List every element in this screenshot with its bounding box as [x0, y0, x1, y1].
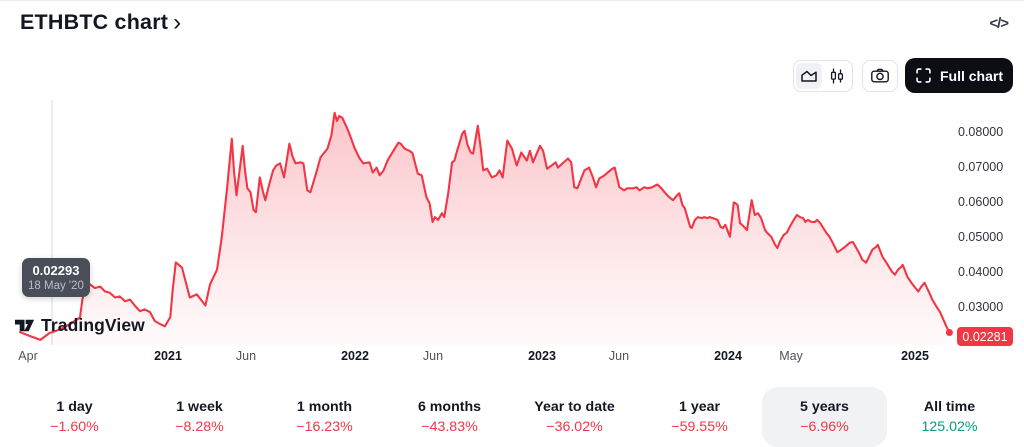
- last-price-badge: 0.02281: [957, 327, 1013, 346]
- chevron-right-icon: ›: [173, 9, 182, 36]
- range-stat-1-month[interactable]: 1 month −16.23%: [262, 387, 387, 447]
- range-change-value: −36.02%: [546, 419, 603, 435]
- crosshair-tooltip: 0.02293 18 May '20: [22, 258, 90, 297]
- range-stat-1-week[interactable]: 1 week −8.28%: [137, 387, 262, 447]
- y-axis-label: 0.05000: [958, 230, 1004, 244]
- range-change-value: −43.83%: [421, 419, 478, 435]
- tradingview-logo-icon: [14, 319, 35, 332]
- tooltip-date: 18 May '20: [28, 279, 84, 292]
- range-label: 6 months: [417, 399, 482, 415]
- full-chart-label: Full chart: [939, 67, 1003, 84]
- range-label: Year to date: [534, 399, 615, 415]
- range-change-value: −59.55%: [671, 419, 728, 435]
- area-chart-button[interactable]: [796, 63, 822, 89]
- area-fill: [20, 112, 950, 345]
- candlestick-chart-button[interactable]: [824, 63, 850, 89]
- candlestick-icon: [830, 68, 844, 84]
- fullscreen-icon: [916, 68, 931, 83]
- tooltip-price: 0.02293: [32, 262, 80, 278]
- range-label: All time: [923, 399, 976, 415]
- x-axis-label: Jun: [235, 349, 257, 363]
- range-label: 1 year: [678, 399, 721, 415]
- y-axis-label: 0.08000: [958, 125, 1004, 139]
- price-line: [19, 111, 951, 341]
- range-stat-year-to-date[interactable]: Year to date −36.02%: [512, 387, 637, 447]
- embed-code-icon[interactable]: </>: [989, 15, 1009, 32]
- range-stat-1-day[interactable]: 1 day −1.60%: [12, 387, 137, 447]
- x-axis-label: 2025: [901, 349, 929, 363]
- tradingview-watermark[interactable]: TradingView: [14, 315, 145, 336]
- range-stats-row: 1 day −1.60% 1 week −8.28% 1 month −16.23% 6 m…: [0, 387, 1024, 447]
- last-price-dot: [945, 329, 953, 336]
- y-axis-label: 0.06000: [958, 195, 1004, 209]
- range-label: 1 week: [176, 399, 223, 415]
- x-axis-label: Jun: [608, 349, 630, 363]
- snapshot-button[interactable]: [862, 60, 898, 92]
- range-stat-6-months[interactable]: 6 months −43.83%: [387, 387, 512, 447]
- page-title: ETHBTC chart: [20, 10, 169, 34]
- y-axis-label: 0.04000: [958, 265, 1004, 279]
- x-axis-label: 2022: [341, 349, 369, 363]
- range-label: 1 day: [56, 399, 93, 415]
- range-label: 1 month: [296, 399, 353, 415]
- area-chart-icon: [801, 70, 817, 82]
- x-axis-label: 2023: [528, 349, 556, 363]
- x-axis-label: May: [779, 349, 803, 363]
- range-change-value: −8.28%: [175, 419, 224, 435]
- y-axis-label: 0.03000: [958, 300, 1004, 314]
- range-stat-all-time[interactable]: All time 125.02%: [887, 387, 1012, 447]
- range-stat-5-years[interactable]: 5 years −6.96%: [762, 387, 887, 447]
- chart-type-segmented-control: [793, 60, 853, 92]
- camera-icon: [871, 68, 889, 83]
- x-axis-label: 2024: [714, 349, 742, 363]
- x-axis-label: 2021: [154, 349, 182, 363]
- y-axis-label: 0.07000: [958, 160, 1004, 174]
- range-label: 5 years: [800, 399, 849, 415]
- range-stat-1-year[interactable]: 1 year −59.55%: [637, 387, 762, 447]
- range-change-value: −16.23%: [296, 419, 353, 435]
- range-change-value: −1.60%: [50, 419, 99, 435]
- chart-title-link[interactable]: ETHBTC chart ›: [20, 10, 181, 35]
- x-axis-label: Jun: [422, 349, 444, 363]
- full-chart-button[interactable]: Full chart: [905, 58, 1013, 93]
- x-axis-label: Apr: [18, 349, 38, 363]
- range-change-value: −6.96%: [800, 419, 849, 435]
- range-change-value: 125.02%: [921, 419, 978, 435]
- tradingview-logo-text: TradingView: [41, 315, 145, 335]
